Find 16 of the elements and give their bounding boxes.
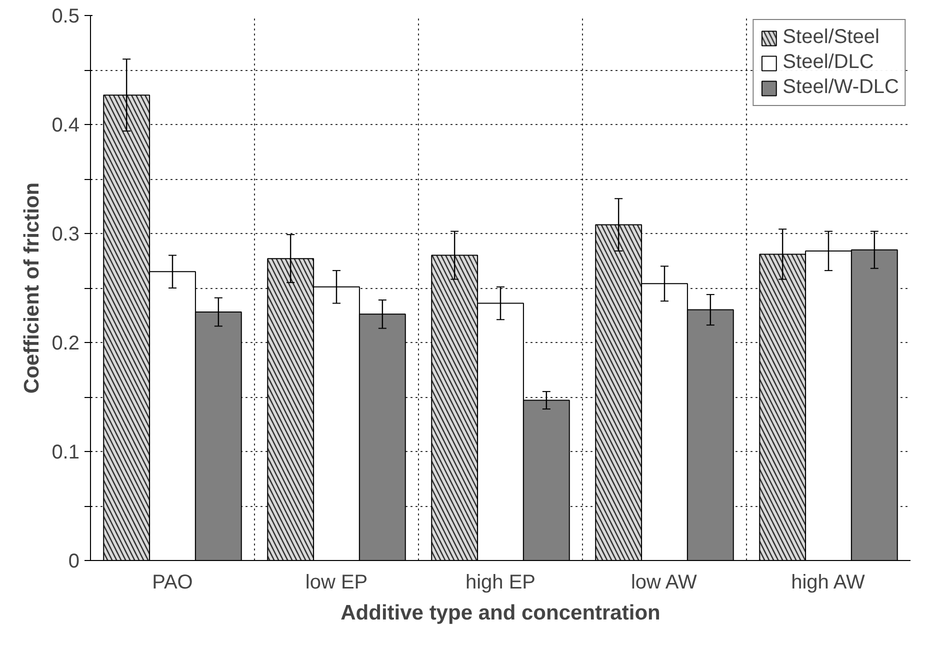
y-tick-label: 0.3 [52,224,80,246]
x-tick-label: low EP [305,572,368,594]
y-axis-title: Coefficient of friction [20,182,44,394]
x-tick-label: high AW [791,572,865,594]
y-tick-label: 0 [68,550,80,572]
x-tick-label: PAO [152,572,193,594]
legend-label: Steel/W-DLC [782,76,899,99]
y-tick-label: 0.2 [52,332,80,354]
x-axis-title: Additive type and concentration [340,602,660,624]
y-tick-label: 0.4 [52,114,80,136]
x-tick-label: high EP [465,572,536,594]
y-tick-label: 0.5 [52,6,80,28]
legend-label: Steel/DLC [782,51,874,74]
y-tick-label: 0.1 [52,442,80,464]
legend-label: Steel/Steel [782,26,880,49]
x-tick-label: low AW [630,572,698,594]
